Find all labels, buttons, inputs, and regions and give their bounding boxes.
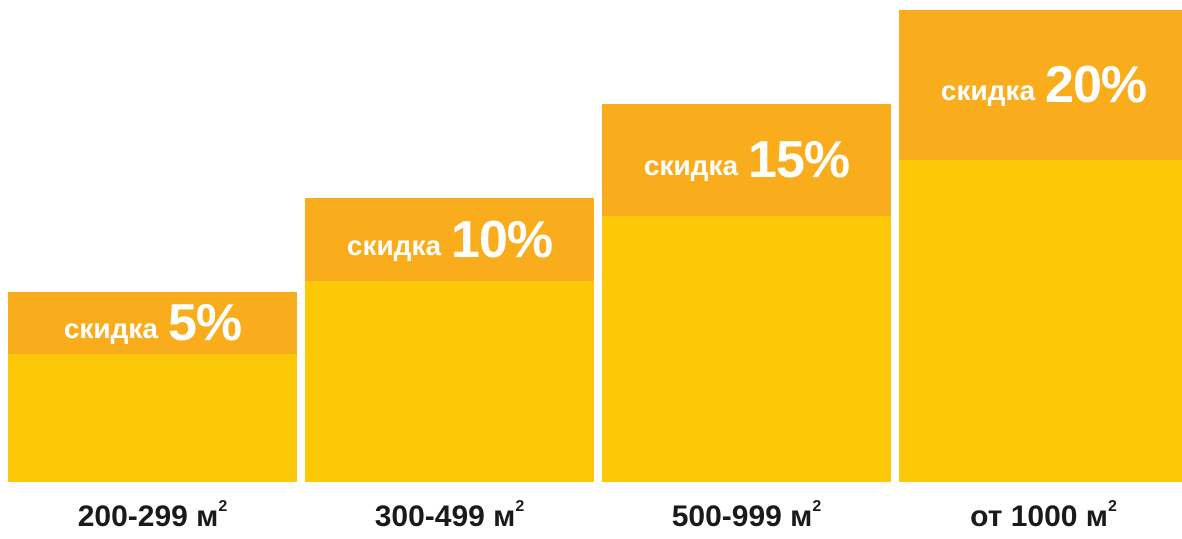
category-label: 500-999 м2 bbox=[602, 498, 891, 534]
bar: скидка 10% bbox=[305, 198, 594, 482]
category-label: 300-499 м2 bbox=[305, 498, 594, 534]
bar-value-label: 15% bbox=[748, 131, 850, 189]
bar-header: скидка 10% bbox=[305, 198, 594, 281]
bar: скидка 5% bbox=[8, 292, 297, 482]
bar-value-label: 20% bbox=[1045, 56, 1147, 114]
category-text: 500-999 м bbox=[671, 500, 813, 533]
bar: скидка 15% bbox=[602, 104, 891, 482]
category-label: от 1000 м2 bbox=[899, 498, 1182, 534]
bar-value-label: 10% bbox=[451, 210, 553, 269]
bar-prefix-label: скидка bbox=[940, 75, 1036, 106]
unit-superscript: 2 bbox=[812, 498, 822, 515]
category-text: 200-299 м bbox=[77, 500, 219, 533]
bar-prefix-label: скидка bbox=[63, 313, 158, 344]
category-text: 300-499 м bbox=[374, 500, 516, 533]
category-label: 200-299 м2 bbox=[8, 498, 297, 534]
category-text: от 1000 м bbox=[970, 500, 1108, 533]
bar-header: скидка 15% bbox=[602, 104, 891, 216]
bar-value-label: 5% bbox=[168, 294, 242, 352]
bar-prefix-label: скидка bbox=[643, 150, 739, 181]
unit-superscript: 2 bbox=[515, 498, 525, 515]
bar-prefix-label: скидка bbox=[346, 229, 442, 261]
bar: скидка 20% bbox=[899, 10, 1182, 482]
unit-superscript: 2 bbox=[1107, 498, 1117, 515]
bar-header: скидка 5% bbox=[8, 292, 297, 354]
bar-header: скидка 20% bbox=[899, 10, 1182, 160]
unit-superscript: 2 bbox=[218, 498, 228, 515]
